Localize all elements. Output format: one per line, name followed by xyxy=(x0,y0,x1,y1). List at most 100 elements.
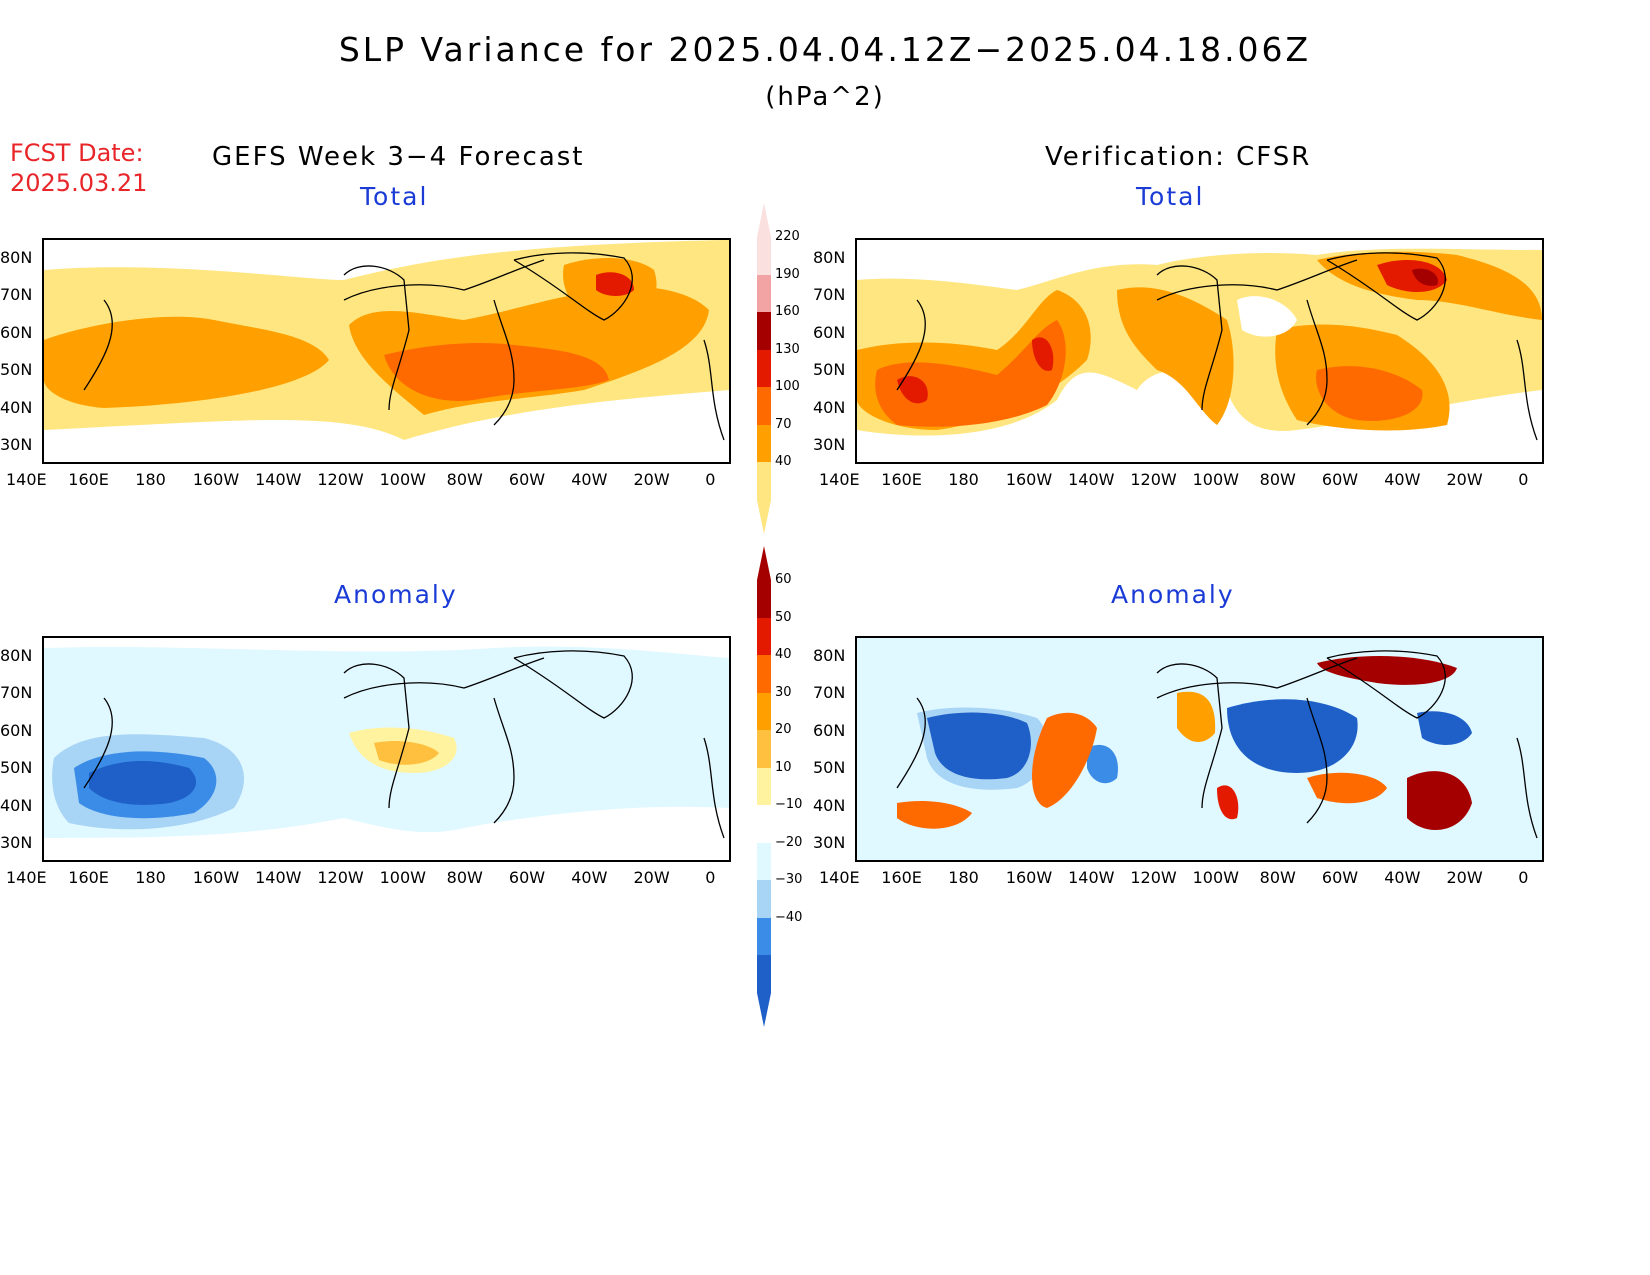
colorbar-label: 30 xyxy=(775,684,792,700)
colorbar-swatch xyxy=(757,805,771,843)
colorbar-top-arrow xyxy=(757,546,771,580)
units-label: (hPa^2) xyxy=(765,82,885,112)
lat-tick-label: 40N xyxy=(0,397,33,417)
lat-tick-label: 60N xyxy=(813,322,846,342)
colorbar-top-arrow xyxy=(757,203,771,237)
lat-tick-label: 60N xyxy=(813,720,846,740)
lon-tick-label: 120W xyxy=(1130,470,1177,489)
lat-tick-label: 40N xyxy=(0,795,33,815)
lon-tick-label: 60W xyxy=(508,470,546,489)
lat-tick-label: 80N xyxy=(0,646,33,665)
colorbar-swatch xyxy=(757,349,771,387)
lon-tick-label: 60W xyxy=(1321,868,1359,887)
lon-tick-label: 80W xyxy=(1259,868,1296,887)
colorbar-label: 100 xyxy=(775,379,800,394)
gefs-total-field xyxy=(44,240,729,441)
colorbar-swatch xyxy=(757,880,771,918)
lon-tick-label: 0 xyxy=(1518,868,1529,887)
lon-tick-label: 40W xyxy=(1384,868,1421,887)
colorbar-swatch xyxy=(757,767,771,805)
lat-tick-label: 30N xyxy=(813,435,846,454)
lat-tick-label: 80N xyxy=(813,248,846,267)
lat-tick-label: 30N xyxy=(813,833,846,852)
lon-tick-label: 140W xyxy=(1068,470,1115,489)
lat-tick-label: 60N xyxy=(0,322,33,342)
lon-tick-label: 60W xyxy=(508,868,546,887)
lat-tick-label: 50N xyxy=(0,758,33,778)
lat-tick-label: 40N xyxy=(813,397,846,417)
figure-title: SLP Variance for 2025.04.04.12Z−2025.04.… xyxy=(338,30,1312,69)
top-left-panel-title: Total xyxy=(360,182,429,211)
lon-tick-label: 140E xyxy=(6,470,47,489)
lon-tick-label: 160E xyxy=(68,868,109,887)
lon-tick-label: 160W xyxy=(1005,868,1053,887)
lon-tick-label: 180 xyxy=(948,470,979,489)
cfsr-total-map xyxy=(855,238,1544,464)
colorbar-bottom-arrow xyxy=(757,499,771,534)
lon-tick-label: 0 xyxy=(1518,470,1529,489)
colorbar-label: −10 xyxy=(775,797,803,812)
lon-tick-label: 100W xyxy=(379,470,426,489)
colorbar-swatch xyxy=(757,312,771,350)
cfsr-anomaly-field xyxy=(857,638,1542,860)
gefs-column-heading: GEFS Week 3−4 Forecast xyxy=(212,142,585,172)
lon-tick-label: 120W xyxy=(1130,868,1177,887)
lon-tick-label: 20W xyxy=(633,868,670,887)
colorbar-label: 160 xyxy=(775,304,800,319)
lat-tick-label: 80N xyxy=(813,646,846,665)
colorbar-label: 130 xyxy=(775,341,800,357)
lon-tick-label: 80W xyxy=(1259,470,1296,489)
lon-tick-label: 160E xyxy=(68,470,109,489)
lon-tick-label: 140E xyxy=(819,868,860,887)
colorbar-swatch xyxy=(757,387,771,425)
colorbar-swatch xyxy=(757,237,771,275)
colorbar-label: 190 xyxy=(775,266,800,282)
colorbar-bottom-arrow xyxy=(757,992,771,1027)
lat-tick-label: 50N xyxy=(813,758,846,778)
lon-tick-label: 180 xyxy=(135,470,166,489)
top-right-panel-title: Total xyxy=(1136,182,1205,211)
colorbar-label: 20 xyxy=(775,722,792,737)
lon-tick-label: 0 xyxy=(705,470,716,489)
cfsr-anomaly-map xyxy=(855,636,1544,862)
lon-tick-label: 140W xyxy=(1068,868,1115,887)
lat-tick-label: 70N xyxy=(0,285,33,305)
lon-tick-label: 20W xyxy=(1446,868,1483,887)
colorbar-swatch xyxy=(757,692,771,730)
colorbar-swatch xyxy=(757,955,771,993)
lon-tick-label: 0 xyxy=(705,868,716,887)
lat-tick-label: 50N xyxy=(813,360,846,380)
colorbar-swatch xyxy=(757,655,771,693)
colorbar-swatch xyxy=(757,917,771,955)
lon-tick-label: 180 xyxy=(135,868,166,887)
lon-tick-label: 80W xyxy=(446,868,483,887)
lat-tick-label: 70N xyxy=(813,285,846,305)
lon-tick-label: 40W xyxy=(1384,470,1421,489)
colorbar-swatch xyxy=(757,424,771,462)
colorbar-label: 40 xyxy=(775,454,792,469)
colorbar-label: −40 xyxy=(775,909,803,925)
colorbar-label: −20 xyxy=(775,834,803,850)
gefs-anomaly-map xyxy=(42,636,731,862)
lat-tick-label: 80N xyxy=(0,248,33,267)
colorbar-swatch xyxy=(757,462,771,500)
lon-tick-label: 140W xyxy=(255,470,302,489)
lon-tick-label: 160E xyxy=(881,470,922,489)
lon-tick-label: 140E xyxy=(6,868,47,887)
lon-tick-label: 60W xyxy=(1321,470,1359,489)
colorbar-swatch xyxy=(757,617,771,655)
lat-tick-label: 50N xyxy=(0,360,33,380)
lat-tick-label: 70N xyxy=(813,683,846,703)
lon-tick-label: 120W xyxy=(317,470,364,489)
gefs-anomaly-field xyxy=(44,646,729,839)
forecast-date-value: 2025.03.21 xyxy=(10,169,148,197)
bottom-right-panel-title: Anomaly xyxy=(1111,580,1235,609)
lon-tick-label: 120W xyxy=(317,868,364,887)
colorbar-label: 60 xyxy=(775,572,792,587)
lat-tick-label: 40N xyxy=(813,795,846,815)
lon-tick-label: 100W xyxy=(1192,470,1239,489)
lon-tick-label: 100W xyxy=(379,868,426,887)
colorbar-swatch xyxy=(757,580,771,618)
bottom-left-panel-title: Anomaly xyxy=(334,580,458,609)
lat-tick-label: 70N xyxy=(0,683,33,703)
